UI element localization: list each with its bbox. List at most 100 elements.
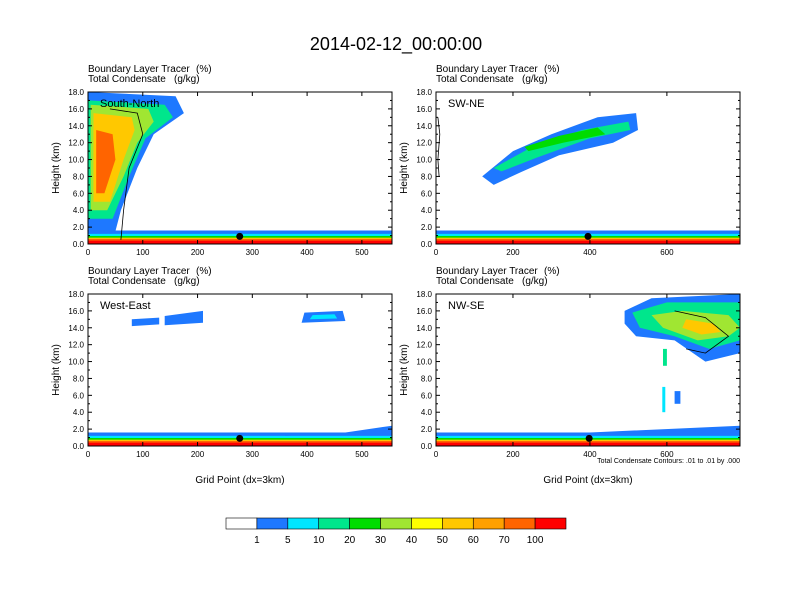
panel-header-units: (%) bbox=[196, 266, 212, 277]
location-marker bbox=[236, 232, 244, 240]
panel-header-units: (g/kg) bbox=[522, 276, 548, 287]
colorbar-segment bbox=[349, 517, 381, 530]
y-tick-label: 4.0 bbox=[73, 206, 85, 215]
y-tick-label: 6.0 bbox=[421, 189, 433, 198]
contour-note: Total Condensate Contours: .01 to .01 by… bbox=[597, 458, 740, 465]
panel-header-units: (g/kg) bbox=[174, 276, 200, 287]
convective-plume-orange bbox=[96, 130, 116, 194]
colorbar-segment bbox=[411, 517, 443, 530]
y-tick-label: 2.0 bbox=[421, 223, 433, 232]
y-tick-label: 14.0 bbox=[68, 324, 84, 333]
y-tick-label: 10.0 bbox=[416, 358, 432, 367]
y-tick-label: 8.0 bbox=[421, 172, 433, 181]
colorbar-label: 50 bbox=[437, 535, 449, 546]
y-axis-label: Height (km) bbox=[51, 344, 62, 396]
boundary-layer-red bbox=[436, 442, 740, 446]
plot-background bbox=[436, 92, 740, 244]
plot-area bbox=[436, 294, 740, 446]
x-tick-label: 300 bbox=[246, 450, 260, 459]
condensate-contour bbox=[109, 108, 144, 240]
y-tick-label: 8.0 bbox=[73, 374, 85, 383]
plot-area bbox=[88, 92, 392, 244]
y-tick-label: 8.0 bbox=[73, 172, 85, 181]
panel-header-units: (%) bbox=[544, 266, 560, 277]
panel-label: NW-SE bbox=[448, 300, 484, 312]
plot-area bbox=[88, 294, 392, 446]
boundary-layer-orange bbox=[88, 440, 392, 444]
y-tick-label: 18.0 bbox=[68, 290, 84, 299]
y-tick-label: 10.0 bbox=[416, 156, 432, 165]
colorbar-segment bbox=[503, 517, 536, 530]
y-tick-label: 16.0 bbox=[68, 105, 84, 114]
x-tick-label: 400 bbox=[583, 450, 597, 459]
panel-header-title: Boundary Layer Tracer bbox=[88, 64, 190, 75]
panel-nw-se: Boundary Layer Tracer (%) Total Condensate… bbox=[399, 266, 741, 486]
colorbar-segment bbox=[442, 517, 474, 530]
panel-south-north: Boundary Layer Tracer (%) Total Condensate… bbox=[51, 64, 393, 257]
y-tick-label: 2.0 bbox=[421, 425, 433, 434]
panel-header-title: Boundary Layer Tracer bbox=[436, 64, 538, 75]
boundary-layer-bump-blue bbox=[285, 425, 392, 436]
location-marker bbox=[236, 434, 244, 442]
panel-header-title: Total Condensate bbox=[88, 276, 166, 287]
x-axis-label: Grid Point (dx=3km) bbox=[543, 475, 632, 486]
boundary-layer-orange bbox=[88, 238, 392, 242]
y-tick-label: 0.0 bbox=[73, 240, 85, 249]
y-tick-label: 10.0 bbox=[68, 358, 84, 367]
panel-header-title: Total Condensate bbox=[88, 74, 166, 85]
boundary-layer-red bbox=[88, 240, 392, 244]
y-tick-label: 0.0 bbox=[421, 442, 433, 451]
y-tick-label: 4.0 bbox=[421, 408, 433, 417]
x-tick-label: 600 bbox=[660, 450, 674, 459]
y-tick-label: 12.0 bbox=[68, 139, 84, 148]
y-tick-label: 14.0 bbox=[68, 122, 84, 131]
y-tick-label: 18.0 bbox=[416, 290, 432, 299]
colorbar: 1 5 10 20 30 40 50 60 70 100 bbox=[225, 517, 567, 546]
y-tick-label: 4.0 bbox=[421, 206, 433, 215]
condensate-contour bbox=[674, 310, 730, 354]
x-tick-label: 300 bbox=[246, 248, 260, 257]
boundary-layer-blue bbox=[436, 432, 740, 438]
falling-streak bbox=[674, 391, 681, 404]
x-tick-label: 200 bbox=[506, 450, 520, 459]
colorbar-label: 40 bbox=[406, 535, 418, 546]
y-tick-label: 18.0 bbox=[68, 88, 84, 97]
x-tick-label: 500 bbox=[355, 248, 369, 257]
x-tick-label: 0 bbox=[434, 248, 439, 257]
y-tick-label: 14.0 bbox=[416, 324, 432, 333]
y-axis-label: Height (km) bbox=[399, 344, 410, 396]
cirrus-cloud-cyan bbox=[309, 314, 338, 320]
x-tick-label: 400 bbox=[583, 248, 597, 257]
panel-header-units: (g/kg) bbox=[174, 74, 200, 85]
location-marker bbox=[585, 434, 593, 442]
x-tick-label: 100 bbox=[136, 248, 150, 257]
colorbar-segment bbox=[534, 517, 567, 530]
y-tick-label: 8.0 bbox=[421, 374, 433, 383]
boundary-layer-orange bbox=[436, 440, 740, 444]
cirrus-cloud-blue bbox=[131, 317, 160, 327]
y-tick-label: 4.0 bbox=[73, 408, 85, 417]
panel-label: South-North bbox=[100, 98, 159, 110]
panel-header-title: Boundary Layer Tracer bbox=[88, 266, 190, 277]
y-tick-label: 14.0 bbox=[416, 122, 432, 131]
colorbar-segment bbox=[472, 517, 505, 530]
colorbar-label: 30 bbox=[375, 535, 387, 546]
x-tick-label: 400 bbox=[300, 248, 314, 257]
y-tick-label: 18.0 bbox=[416, 88, 432, 97]
colorbar-label: 10 bbox=[313, 535, 325, 546]
main-title: 2014-02-12_00:00:00 bbox=[310, 34, 482, 55]
x-tick-label: 200 bbox=[506, 248, 520, 257]
x-tick-label: 200 bbox=[191, 248, 205, 257]
y-tick-label: 12.0 bbox=[416, 139, 432, 148]
panel-header-units: (g/kg) bbox=[522, 74, 548, 85]
y-tick-label: 2.0 bbox=[73, 425, 85, 434]
y-tick-label: 10.0 bbox=[68, 156, 84, 165]
y-axis-label: Height (km) bbox=[399, 142, 410, 194]
panel-label: SW-NE bbox=[448, 98, 484, 110]
x-tick-label: 500 bbox=[355, 450, 369, 459]
location-marker bbox=[584, 232, 592, 240]
y-tick-label: 6.0 bbox=[421, 391, 433, 400]
x-axis-label: Grid Point (dx=3km) bbox=[195, 475, 284, 486]
y-tick-label: 16.0 bbox=[416, 105, 432, 114]
